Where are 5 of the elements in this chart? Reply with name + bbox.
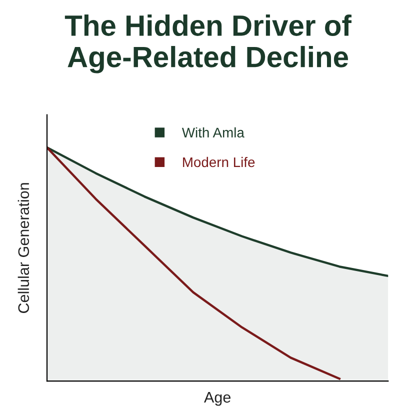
legend-label: Modern Life	[183, 156, 255, 168]
x-axis-title: Age	[204, 392, 230, 406]
y-axis-title: Cellular Generation	[18, 183, 30, 313]
legend-label: With Amla	[182, 127, 244, 138]
chart-title: The Hidden Driver of Age-Related Decline	[64, 14, 352, 74]
